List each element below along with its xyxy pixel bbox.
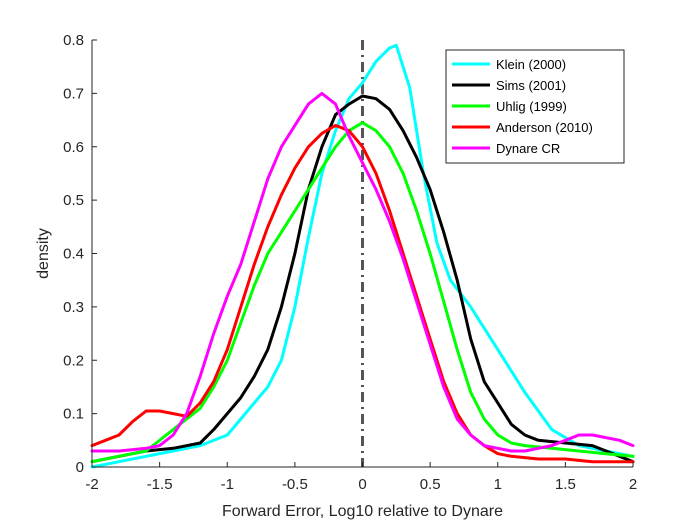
y-tick-label: 0.1	[63, 406, 84, 423]
y-tick-label: 0.7	[63, 85, 84, 102]
x-tick-label: -2	[85, 476, 98, 493]
legend-entry-label: Sims (2001)	[496, 78, 566, 93]
x-tick-label: 2	[629, 476, 637, 493]
legend-entry-label: Dynare CR	[496, 141, 560, 156]
legend: Klein (2000) Sims (2001) Uhlig (1999) Ander…	[445, 49, 625, 164]
x-tick-label: 1.5	[555, 476, 576, 493]
ticks-layer	[91, 39, 634, 468]
y-tick-label: 0.4	[63, 246, 84, 263]
x-tick-label: 0	[358, 476, 366, 493]
series-layer	[90, 43, 635, 469]
legend-entry-label: Klein (2000)	[496, 57, 566, 72]
y-tick-label: 0.8	[63, 32, 84, 49]
x-tick-label: -1	[221, 476, 234, 493]
legend-entry-label: Anderson (2010)	[496, 120, 593, 135]
tick-labels-layer: -2 -1.5 -1 -0.5 0 0.5 1 1.5 2 0 0.1 0.2 0.3 0.4 0.5 0.6…	[63, 32, 637, 493]
y-axis-label: density	[35, 228, 52, 279]
x-axis-label: Forward Error, Log10 relative to Dynare	[222, 503, 503, 520]
series-line-klein-2000	[90, 43, 635, 469]
series-line-dynare-cr	[90, 91, 635, 453]
x-tick-label: -0.5	[282, 476, 308, 493]
legend-entry-label: Uhlig (1999)	[496, 99, 567, 114]
y-tick-label: 0	[76, 459, 84, 476]
x-tick-label: -1.5	[147, 476, 173, 493]
x-tick-label: 1	[494, 476, 502, 493]
y-tick-label: 0.5	[63, 192, 84, 209]
y-tick-label: 0.2	[63, 352, 84, 369]
y-tick-label: 0.6	[63, 139, 84, 156]
series-line-uhlig-1999	[90, 121, 635, 464]
x-tick-label: 0.5	[420, 476, 441, 493]
series-line-sims-2001	[90, 94, 635, 464]
y-tick-label: 0.3	[63, 299, 84, 316]
